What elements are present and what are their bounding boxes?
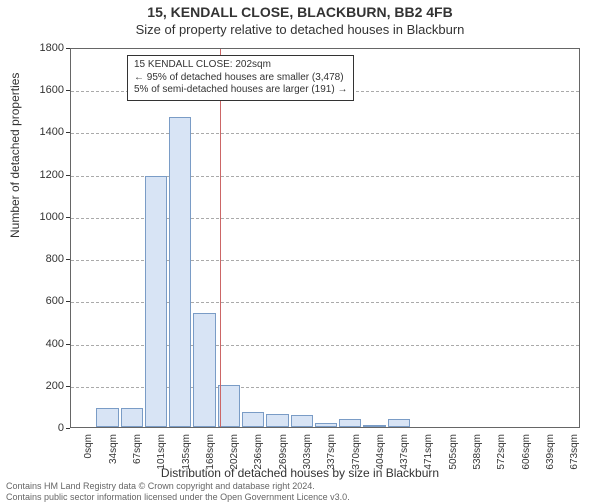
- histogram-bar: [96, 408, 118, 427]
- reference-line: [220, 49, 221, 427]
- plot-area: 15 KENDALL CLOSE: 202sqm ← 95% of detach…: [70, 48, 580, 428]
- annotation-line: ← 95% of detached houses are smaller (3,…: [134, 72, 347, 85]
- page-title: 15, KENDALL CLOSE, BLACKBURN, BB2 4FB: [0, 4, 600, 20]
- x-tick: 168sqm: [205, 434, 216, 474]
- x-tick: 34sqm: [108, 434, 119, 474]
- histogram-bar: [169, 117, 191, 427]
- x-tick: 538sqm: [472, 434, 483, 474]
- y-tick: 600: [20, 295, 64, 307]
- footer-attribution: Contains HM Land Registry data © Crown c…: [0, 481, 350, 502]
- x-tick: 269sqm: [278, 434, 289, 474]
- x-tick: 0sqm: [83, 434, 94, 474]
- x-tick: 303sqm: [302, 434, 313, 474]
- x-tick: 606sqm: [521, 434, 532, 474]
- histogram-bar: [193, 313, 215, 427]
- x-tick: 471sqm: [423, 434, 434, 474]
- histogram-bar: [339, 419, 361, 427]
- y-tick: 1800: [20, 42, 64, 54]
- x-tick: 67sqm: [132, 434, 143, 474]
- y-tick: 1600: [20, 84, 64, 96]
- chart-subtitle: Size of property relative to detached ho…: [0, 22, 600, 37]
- x-tick: 639sqm: [545, 434, 556, 474]
- x-tick: 404sqm: [375, 434, 386, 474]
- annotation-box: 15 KENDALL CLOSE: 202sqm ← 95% of detach…: [127, 55, 354, 101]
- y-tick: 200: [20, 380, 64, 392]
- histogram-bar: [145, 176, 167, 427]
- histogram-bar: [388, 419, 410, 427]
- y-tick: 1000: [20, 211, 64, 223]
- x-tick: 437sqm: [399, 434, 410, 474]
- x-tick: 135sqm: [181, 434, 192, 474]
- annotation-line: 15 KENDALL CLOSE: 202sqm: [134, 59, 347, 72]
- y-tick: 400: [20, 338, 64, 350]
- histogram-bar: [315, 423, 337, 427]
- y-tick: 1200: [20, 169, 64, 181]
- histogram-bar: [266, 414, 288, 427]
- annotation-line: 5% of semi-detached houses are larger (1…: [134, 84, 347, 97]
- x-tick: 572sqm: [496, 434, 507, 474]
- x-tick: 202sqm: [229, 434, 240, 474]
- x-tick: 505sqm: [448, 434, 459, 474]
- x-tick: 370sqm: [351, 434, 362, 474]
- x-tick: 236sqm: [253, 434, 264, 474]
- y-tick: 1400: [20, 126, 64, 138]
- histogram-bar: [242, 412, 264, 427]
- chart: 15 KENDALL CLOSE: 202sqm ← 95% of detach…: [70, 48, 580, 428]
- gridline-h: [71, 133, 579, 134]
- y-tick: 800: [20, 253, 64, 265]
- y-tick: 0: [20, 422, 64, 434]
- x-tick: 101sqm: [156, 434, 167, 474]
- histogram-bar: [363, 425, 385, 427]
- footer-line: Contains HM Land Registry data © Crown c…: [6, 481, 350, 491]
- histogram-bar: [291, 415, 313, 427]
- x-tick: 673sqm: [569, 434, 580, 474]
- histogram-bar: [121, 408, 143, 427]
- footer-line: Contains public sector information licen…: [6, 492, 350, 502]
- x-tick: 337sqm: [326, 434, 337, 474]
